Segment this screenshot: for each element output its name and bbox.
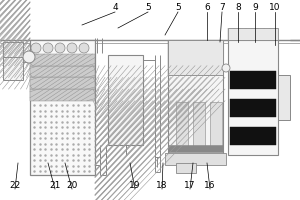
Text: 20: 20 <box>66 180 78 190</box>
Bar <box>168 40 223 155</box>
Circle shape <box>222 64 230 72</box>
Text: 6: 6 <box>204 3 210 12</box>
Bar <box>230 99 276 117</box>
Text: 22: 22 <box>9 180 21 190</box>
Bar <box>168 40 223 75</box>
Bar <box>30 77 95 89</box>
Bar <box>30 54 95 66</box>
Bar <box>108 55 143 145</box>
Text: 17: 17 <box>184 180 196 190</box>
Bar <box>3 42 23 80</box>
Text: 7: 7 <box>219 3 225 12</box>
Bar <box>176 102 188 147</box>
Bar <box>230 127 276 145</box>
Bar <box>228 28 278 40</box>
Bar <box>230 71 276 89</box>
Bar <box>30 40 95 175</box>
Circle shape <box>67 43 77 53</box>
Bar <box>165 153 226 165</box>
Bar <box>210 102 222 147</box>
Text: 18: 18 <box>156 180 168 190</box>
Bar <box>278 75 290 120</box>
Circle shape <box>55 43 65 53</box>
Bar <box>228 40 278 155</box>
Text: 19: 19 <box>129 180 141 190</box>
Text: 21: 21 <box>49 180 61 190</box>
Circle shape <box>23 51 35 63</box>
Bar <box>30 89 95 101</box>
Text: 5: 5 <box>145 3 151 12</box>
Text: 9: 9 <box>252 3 258 12</box>
Circle shape <box>31 43 41 53</box>
Text: 10: 10 <box>269 3 281 12</box>
Bar <box>30 66 95 77</box>
Text: 16: 16 <box>204 180 216 190</box>
Text: 8: 8 <box>235 3 241 12</box>
Bar <box>193 102 205 147</box>
Circle shape <box>79 43 89 53</box>
Text: 5: 5 <box>175 3 181 12</box>
Bar <box>176 163 196 173</box>
Circle shape <box>43 43 53 53</box>
Text: 4: 4 <box>112 3 118 12</box>
Bar <box>168 145 223 152</box>
